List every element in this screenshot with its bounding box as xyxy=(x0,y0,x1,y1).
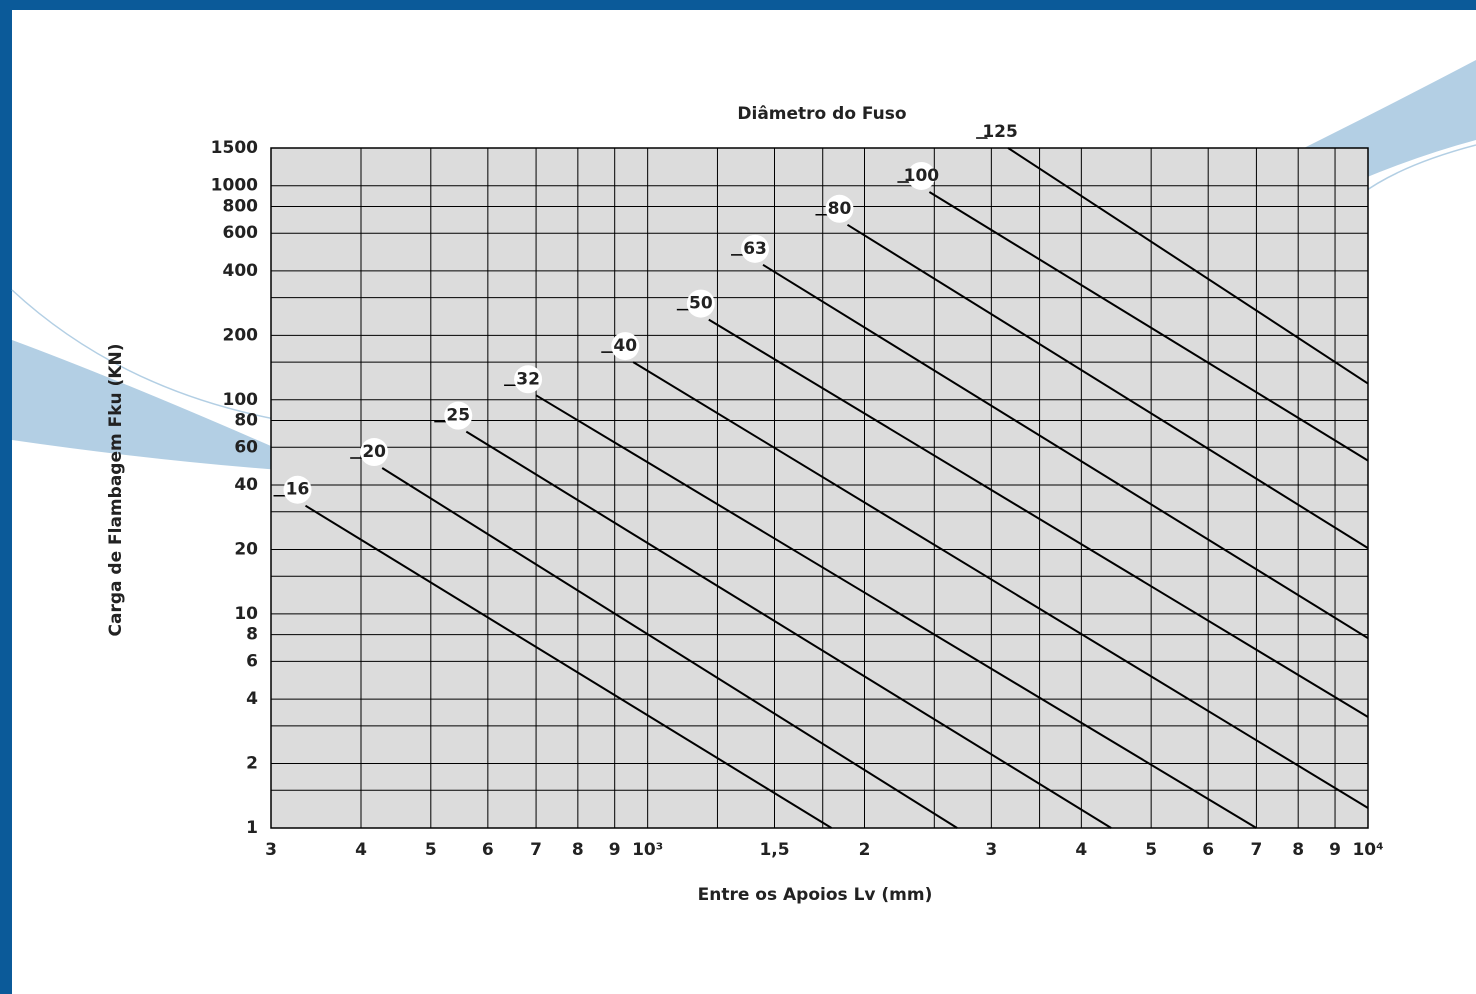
series-label: 50 xyxy=(689,294,713,314)
series-label: 25 xyxy=(446,406,470,426)
series-label: 32 xyxy=(516,369,540,389)
series-line xyxy=(1007,147,1369,385)
label-badge xyxy=(907,161,936,190)
x-tick-label: 10⁴ xyxy=(1352,840,1383,860)
y-tick-label: 60 xyxy=(234,437,258,457)
y-tick-label: 600 xyxy=(223,223,259,243)
label-badge xyxy=(741,234,770,263)
series-label: 40 xyxy=(613,336,637,356)
x-tick-label: 3 xyxy=(265,840,277,860)
decoration xyxy=(12,340,280,470)
x-tick-label: 3 xyxy=(985,840,997,860)
x-tick-label: 1,5 xyxy=(759,840,789,860)
y-tick-label: 2 xyxy=(246,754,258,774)
x-tick-label: 7 xyxy=(1250,840,1262,860)
series-line xyxy=(465,430,1112,829)
y-tick-label: 20 xyxy=(234,539,258,559)
y-tick-label: 1000 xyxy=(211,176,258,196)
y-tick-label: 1 xyxy=(246,818,258,838)
y-axis-label: Carga de Flambagem Fku (KN) xyxy=(106,344,126,637)
series-label: 63 xyxy=(743,239,767,259)
y-tick-label: 100 xyxy=(223,390,259,410)
y-tick-label: 400 xyxy=(223,261,259,281)
series-line xyxy=(304,504,833,829)
series-line xyxy=(381,467,958,829)
decoration xyxy=(11,289,281,421)
x-axis-label: Entre os Apoios Lv (mm) xyxy=(698,885,933,905)
series-label: 20 xyxy=(362,442,386,462)
decoration xyxy=(1359,144,1476,196)
series-line xyxy=(928,191,1369,462)
x-tick-label: 9 xyxy=(609,840,621,860)
label-badge xyxy=(825,194,854,223)
x-tick-label: 10³ xyxy=(632,840,663,860)
label-badge xyxy=(611,332,640,361)
x-tick-label: 8 xyxy=(572,840,584,860)
y-tick-label: 6 xyxy=(246,651,258,671)
series-label: 125 xyxy=(982,122,1018,142)
x-tick-label: 6 xyxy=(482,840,494,860)
x-tick-label: 5 xyxy=(425,840,437,860)
y-tick-label: 1500 xyxy=(211,138,258,158)
plot-border xyxy=(270,147,1369,829)
series-line xyxy=(762,263,1369,640)
label-badge xyxy=(360,438,389,467)
label-badge xyxy=(986,118,1015,146)
label-badge xyxy=(514,365,543,394)
x-tick-label: 9 xyxy=(1329,840,1341,860)
y-tick-label: 80 xyxy=(234,411,258,431)
x-tick-label: 5 xyxy=(1145,840,1157,860)
x-tick-label: 2 xyxy=(859,840,871,860)
x-tick-label: 6 xyxy=(1202,840,1214,860)
x-tick-label: 8 xyxy=(1292,840,1304,860)
y-tick-label: 4 xyxy=(246,689,258,709)
legend-title: Diâmetro do Fuso xyxy=(737,104,906,124)
plot-area xyxy=(270,147,1369,829)
x-tick-label: 4 xyxy=(355,840,367,860)
label-badge xyxy=(686,289,715,318)
x-tick-label: 4 xyxy=(1075,840,1087,860)
series-label: 16 xyxy=(286,480,310,500)
y-tick-label: 200 xyxy=(223,325,259,345)
x-tick-label: 7 xyxy=(530,840,542,860)
series-label: 80 xyxy=(828,199,852,219)
series-label: 100 xyxy=(904,166,940,186)
plot-background xyxy=(271,148,1368,828)
series-line xyxy=(632,361,1369,809)
y-tick-label: 40 xyxy=(234,475,258,495)
label-badge xyxy=(283,475,312,504)
y-tick-label: 10 xyxy=(234,604,258,624)
series-line xyxy=(846,223,1369,549)
label-badge xyxy=(444,401,473,430)
y-tick-label: 800 xyxy=(223,196,259,216)
series-line xyxy=(535,394,1257,829)
series-line xyxy=(708,318,1369,718)
y-tick-label: 8 xyxy=(246,625,258,645)
